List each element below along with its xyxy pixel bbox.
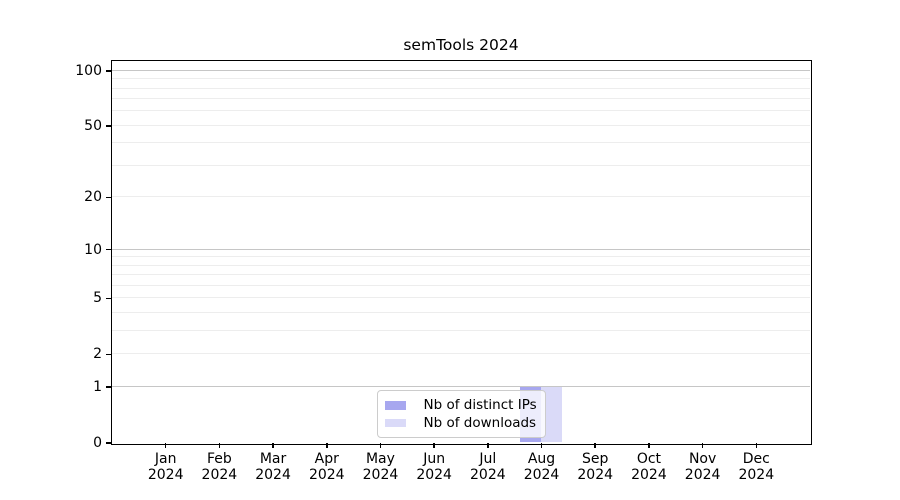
x-tick-mark xyxy=(648,443,650,448)
legend-row: Nb of downloads xyxy=(384,414,545,432)
x-tick-mark xyxy=(487,443,489,448)
y-tick-mark xyxy=(106,297,112,300)
minor-gridline xyxy=(111,124,810,126)
y-tick-label: 0 xyxy=(93,435,102,451)
minor-gridline xyxy=(111,110,810,112)
minor-gridline xyxy=(111,285,810,287)
x-tick-mark xyxy=(540,443,543,448)
bars-layer xyxy=(112,61,810,443)
y-tick-mark xyxy=(106,125,112,127)
y-tick-label: 100 xyxy=(75,62,102,79)
x-tick-label: Mar 2024 xyxy=(255,451,291,483)
y-tick-label: 10 xyxy=(84,241,102,258)
minor-gridline xyxy=(111,98,810,100)
y-tick-mark xyxy=(106,248,112,251)
minor-gridline xyxy=(111,196,810,198)
minor-gridline xyxy=(111,256,810,258)
x-tick-label: Feb 2024 xyxy=(201,451,238,483)
gridlines-layer xyxy=(111,61,810,443)
y-tick-mark xyxy=(106,70,112,72)
x-tick-label: Jun 2024 xyxy=(416,451,452,483)
x-tick-label: Apr 2024 xyxy=(308,451,345,483)
x-tick-mark xyxy=(433,443,435,448)
y-tick-label: 1 xyxy=(93,379,102,396)
x-tick-mark xyxy=(755,443,758,448)
minor-gridline xyxy=(111,330,810,332)
y-tick-mark xyxy=(106,442,112,444)
minor-gridline xyxy=(111,353,810,355)
y-tick-mark xyxy=(106,386,112,388)
major-gridline xyxy=(111,248,810,250)
x-tick-label: Jan 2024 xyxy=(147,451,184,483)
x-tick-label: Oct 2024 xyxy=(631,451,667,483)
x-tick-mark xyxy=(701,443,704,448)
legend: Nb of distinct IPs Nb of downloads xyxy=(376,389,546,438)
y-tick-label: 5 xyxy=(93,290,102,307)
minor-gridline xyxy=(111,264,810,266)
bar-downloads xyxy=(541,386,563,443)
x-tick-label: May 2024 xyxy=(362,451,399,483)
x-tick-label: Sep 2024 xyxy=(577,451,614,483)
minor-gridline xyxy=(111,312,810,314)
x-tick-label: Aug 2024 xyxy=(523,451,560,483)
y-tick-label: 20 xyxy=(84,189,102,206)
x-tick-mark xyxy=(594,443,596,448)
x-tick-mark xyxy=(164,443,167,448)
x-tick-label: Nov 2024 xyxy=(684,451,721,483)
x-tick-label: Jul 2024 xyxy=(470,451,506,483)
chart-title: semTools 2024 xyxy=(403,36,519,54)
legend-label-distinct-ips: Nb of distinct IPs xyxy=(423,397,537,414)
y-tick-mark xyxy=(106,196,112,199)
legend-row: Nb of distinct IPs xyxy=(384,397,545,415)
x-tick-label: Dec 2024 xyxy=(738,451,775,483)
minor-gridline xyxy=(111,297,810,299)
minor-gridline xyxy=(111,78,810,80)
major-gridline xyxy=(111,69,810,71)
minor-gridline xyxy=(111,142,810,144)
minor-gridline xyxy=(111,274,810,276)
minor-gridline xyxy=(111,165,810,167)
y-tick-mark xyxy=(106,353,112,356)
x-tick-mark xyxy=(379,443,382,448)
x-tick-mark xyxy=(326,443,328,448)
x-tick-mark xyxy=(272,443,274,448)
major-gridline xyxy=(111,386,810,388)
legend-swatch-distinct-ips xyxy=(384,401,406,410)
legend-label-downloads: Nb of downloads xyxy=(423,414,537,431)
legend-swatch-downloads xyxy=(384,418,406,427)
plot-area: Nb of distinct IPs Nb of downloads xyxy=(110,59,812,445)
x-tick-mark xyxy=(218,443,221,448)
y-tick-label: 2 xyxy=(93,346,102,363)
y-tick-label: 50 xyxy=(84,117,102,134)
minor-gridline xyxy=(111,87,810,89)
